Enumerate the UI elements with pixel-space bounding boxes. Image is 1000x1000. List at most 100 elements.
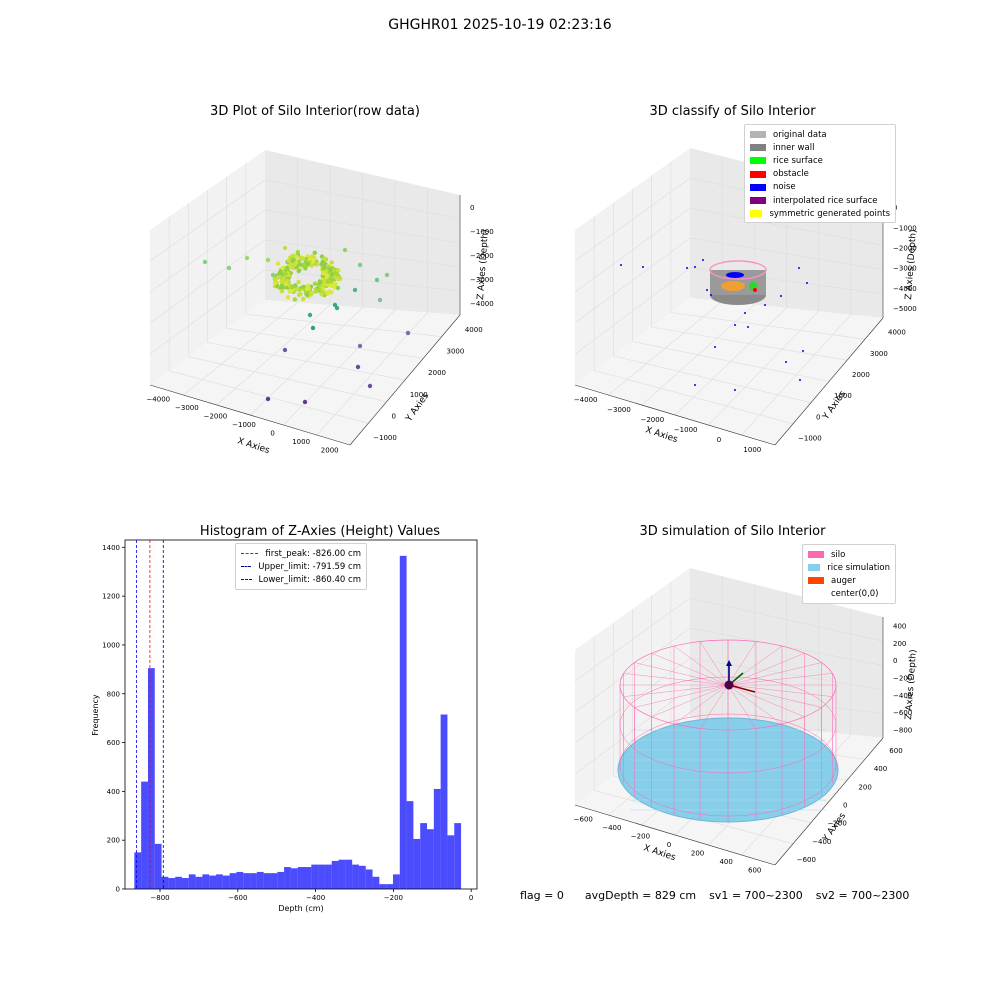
histogram-bar bbox=[209, 875, 217, 889]
noise-point bbox=[694, 384, 696, 386]
histogram-bar bbox=[263, 873, 271, 889]
noise-point bbox=[780, 295, 782, 297]
grid-line bbox=[641, 304, 755, 406]
data-point bbox=[318, 279, 323, 285]
histogram-x-ticks: −800 −600 −400 −200 0 bbox=[150, 889, 473, 902]
classify-points bbox=[620, 259, 808, 391]
legend-item: inner wall bbox=[750, 141, 890, 154]
grid-line bbox=[689, 657, 884, 690]
histogram-bar bbox=[195, 876, 203, 889]
axis-line bbox=[349, 314, 461, 446]
classify-panel-title: 3D classify of Silo Interior bbox=[649, 104, 816, 119]
data-point bbox=[324, 269, 329, 274]
tick-label: −400 bbox=[812, 838, 831, 846]
histogram-legend: first_peak: -826.00 cm Upper_limit: -791… bbox=[235, 543, 367, 590]
data-point bbox=[265, 257, 271, 263]
grid-line bbox=[574, 267, 691, 355]
silo-spoke bbox=[623, 684, 729, 697]
data-point bbox=[281, 276, 286, 282]
tick-label: 2000 bbox=[852, 371, 870, 379]
simulation-panel: 3D simulation of Silo Interior −600 −400−… bbox=[555, 520, 935, 890]
data-point bbox=[330, 283, 335, 289]
data-point bbox=[316, 287, 321, 293]
tick-label: 3000 bbox=[447, 348, 465, 356]
noise-point bbox=[764, 304, 766, 306]
data-point bbox=[286, 273, 292, 278]
symmetric-point bbox=[721, 281, 745, 291]
data-point bbox=[312, 281, 318, 286]
histogram-bar bbox=[270, 873, 278, 889]
histogram-bar bbox=[154, 843, 162, 889]
data-point bbox=[298, 291, 303, 297]
grid-line bbox=[689, 687, 884, 715]
grid-line bbox=[689, 627, 884, 666]
histogram-bar bbox=[386, 884, 393, 889]
grid-line bbox=[149, 269, 266, 355]
legend-item: Lower_limit: -860.40 cm bbox=[241, 573, 361, 586]
data-point bbox=[319, 292, 324, 297]
histogram-chart: −800 −600 −400 −200 0 0 200 400 600 800 1000 1200 1… bbox=[91, 539, 478, 913]
histogram-xlabel: Depth (cm) bbox=[278, 904, 323, 913]
noise-point bbox=[642, 266, 644, 268]
tick-label: −1000 bbox=[674, 426, 698, 434]
data-point bbox=[329, 289, 334, 295]
noise-point bbox=[726, 272, 744, 278]
data-point bbox=[272, 280, 278, 286]
grid-line bbox=[574, 627, 691, 713]
grid-line bbox=[689, 597, 884, 642]
data-point bbox=[294, 286, 300, 291]
noise-point bbox=[686, 267, 688, 269]
data-point bbox=[301, 256, 306, 261]
tick-label: −1000 bbox=[470, 228, 494, 236]
silo-spoke bbox=[634, 662, 729, 686]
legend-item: rice simulation bbox=[808, 561, 890, 574]
tick-label: 0 bbox=[843, 802, 847, 810]
silo-spoke bbox=[727, 641, 757, 686]
raw-tick-labels: −4000 −3000 −2000 −1000 0 1000 2000 −1000 0 1000 2… bbox=[146, 204, 493, 455]
y-tick-label: 200 bbox=[107, 837, 120, 845]
data-point bbox=[304, 286, 310, 292]
grid-line bbox=[264, 209, 461, 244]
data-point bbox=[367, 383, 373, 389]
noise-point bbox=[747, 326, 749, 328]
histogram-bar bbox=[141, 781, 148, 889]
y-tick-label: 800 bbox=[107, 690, 120, 698]
histogram-bar bbox=[311, 864, 319, 889]
legend-item: auger bbox=[808, 574, 890, 587]
tick-label: 600 bbox=[748, 867, 761, 875]
y-tick-label: 400 bbox=[107, 788, 120, 796]
raw-zlabel: Z Axies (Depth) bbox=[476, 229, 491, 300]
grid-line bbox=[149, 239, 266, 324]
histogram-bar bbox=[420, 823, 428, 889]
histogram-bar bbox=[447, 835, 455, 889]
grid-line bbox=[708, 311, 819, 426]
legend-item: first_peak: -826.00 cm bbox=[241, 547, 361, 560]
noise-point bbox=[706, 289, 708, 291]
data-point bbox=[329, 272, 335, 277]
data-point bbox=[342, 247, 348, 253]
tick-label: −1000 bbox=[893, 224, 917, 232]
x-tick-label: 0 bbox=[469, 894, 473, 902]
data-point bbox=[295, 249, 301, 255]
tick-label: 3000 bbox=[870, 350, 888, 358]
grid-line bbox=[283, 309, 396, 426]
avg-depth-value: avgDepth = 829 cm bbox=[584, 889, 697, 902]
tick-label: 2000 bbox=[321, 447, 339, 455]
tick-label: −1000 bbox=[232, 421, 256, 429]
data-point bbox=[276, 275, 281, 280]
histogram-bar bbox=[277, 871, 285, 889]
tick-label: 400 bbox=[874, 765, 887, 773]
grid-line bbox=[264, 179, 461, 220]
noise-point bbox=[694, 266, 696, 268]
data-point bbox=[244, 255, 250, 261]
tick-label: −4000 bbox=[470, 300, 494, 308]
grid-line bbox=[574, 177, 691, 262]
tick-label: 200 bbox=[893, 640, 906, 648]
histogram-bar bbox=[161, 876, 169, 889]
axis-line bbox=[574, 384, 776, 446]
histogram-bar bbox=[181, 878, 189, 889]
data-point bbox=[320, 283, 326, 288]
silo-spoke bbox=[651, 684, 729, 718]
data-point bbox=[290, 258, 296, 263]
tick-label: 400 bbox=[893, 623, 906, 631]
